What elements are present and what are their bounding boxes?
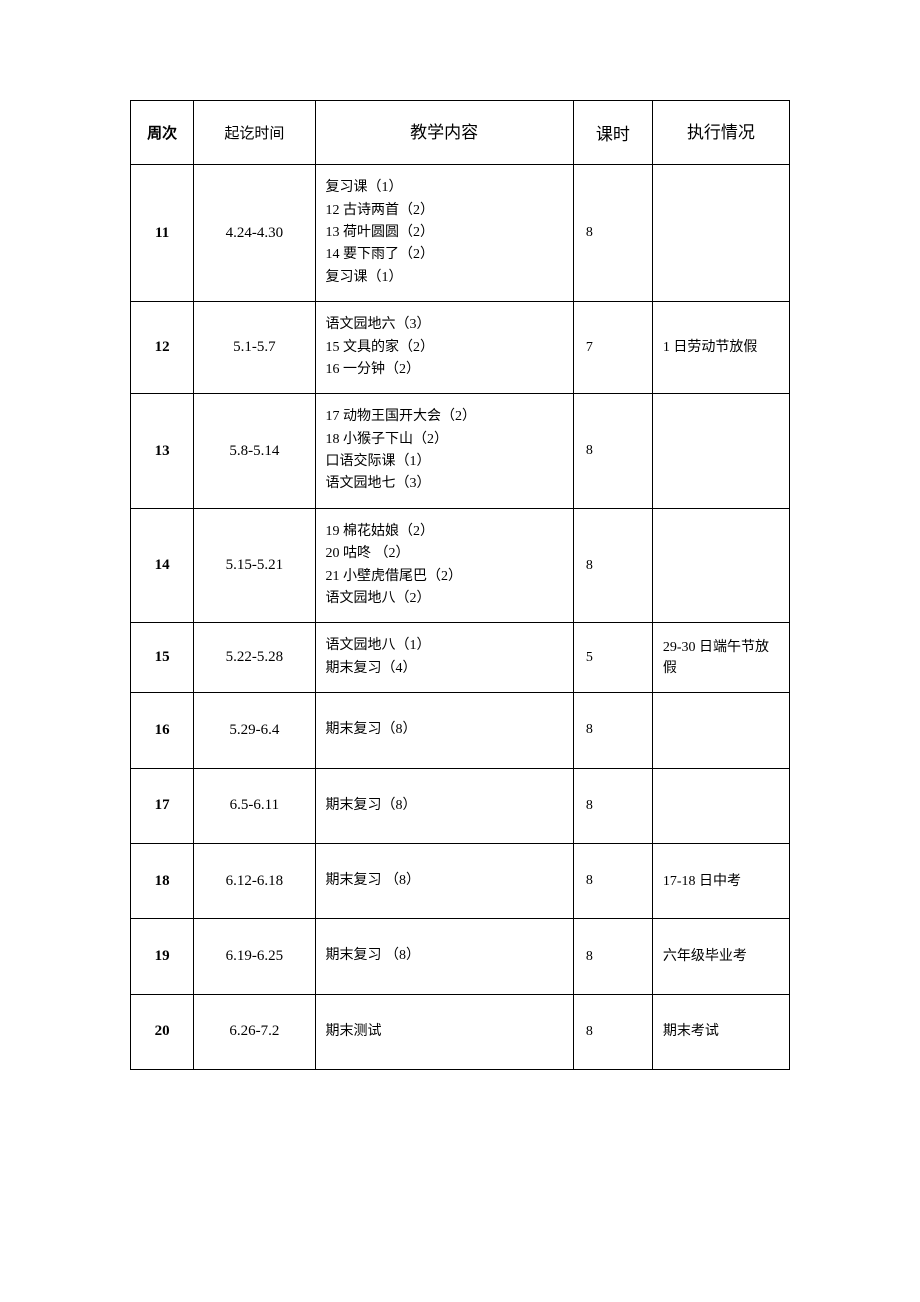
table-header: 周次 起讫时间 教学内容 课时 执行情况 bbox=[131, 101, 790, 165]
cell-week: 19 bbox=[131, 919, 194, 994]
schedule-table: 周次 起讫时间 教学内容 课时 执行情况 114.24-4.30复习课（1）12… bbox=[130, 100, 790, 1070]
cell-date: 5.1-5.7 bbox=[194, 302, 315, 394]
cell-content: 语文园地六（3）15 文具的家（2）16 一分钟（2） bbox=[315, 302, 573, 394]
cell-content: 期末复习（8） bbox=[315, 693, 573, 768]
cell-content: 期末测试 bbox=[315, 994, 573, 1069]
cell-notes bbox=[652, 394, 789, 509]
cell-hours: 8 bbox=[573, 768, 652, 843]
header-hours: 课时 bbox=[573, 101, 652, 165]
cell-hours: 7 bbox=[573, 302, 652, 394]
cell-date: 4.24-4.30 bbox=[194, 165, 315, 302]
cell-week: 18 bbox=[131, 844, 194, 919]
table-row: 186.12-6.18期末复习 （8）817-18 日中考 bbox=[131, 844, 790, 919]
cell-notes bbox=[652, 693, 789, 768]
table-row: 196.19-6.25期末复习 （8）8六年级毕业考 bbox=[131, 919, 790, 994]
header-row: 周次 起讫时间 教学内容 课时 执行情况 bbox=[131, 101, 790, 165]
cell-hours: 8 bbox=[573, 394, 652, 509]
cell-week: 20 bbox=[131, 994, 194, 1069]
cell-content: 期末复习 （8） bbox=[315, 919, 573, 994]
cell-hours: 5 bbox=[573, 623, 652, 693]
cell-hours: 8 bbox=[573, 994, 652, 1069]
cell-notes: 29-30 日端午节放假 bbox=[652, 623, 789, 693]
cell-date: 6.5-6.11 bbox=[194, 768, 315, 843]
cell-notes: 1 日劳动节放假 bbox=[652, 302, 789, 394]
header-content: 教学内容 bbox=[315, 101, 573, 165]
header-week: 周次 bbox=[131, 101, 194, 165]
cell-content: 期末复习 （8） bbox=[315, 844, 573, 919]
table-row: 155.22-5.28语文园地八（1）期末复习（4）529-30 日端午节放假 bbox=[131, 623, 790, 693]
cell-content: 期末复习（8） bbox=[315, 768, 573, 843]
cell-date: 6.19-6.25 bbox=[194, 919, 315, 994]
cell-date: 6.12-6.18 bbox=[194, 844, 315, 919]
header-notes: 执行情况 bbox=[652, 101, 789, 165]
table-row: 125.1-5.7语文园地六（3）15 文具的家（2）16 一分钟（2）71 日… bbox=[131, 302, 790, 394]
table-row: 114.24-4.30复习课（1）12 古诗两首（2）13 荷叶圆圆（2）14 … bbox=[131, 165, 790, 302]
table-row: 165.29-6.4期末复习（8）8 bbox=[131, 693, 790, 768]
cell-week: 14 bbox=[131, 508, 194, 623]
cell-hours: 8 bbox=[573, 508, 652, 623]
cell-week: 17 bbox=[131, 768, 194, 843]
table-row: 135.8-5.1417 动物王国开大会（2）18 小猴子下山（2）口语交际课（… bbox=[131, 394, 790, 509]
cell-date: 6.26-7.2 bbox=[194, 994, 315, 1069]
cell-notes bbox=[652, 508, 789, 623]
cell-hours: 8 bbox=[573, 844, 652, 919]
cell-week: 11 bbox=[131, 165, 194, 302]
cell-content: 复习课（1）12 古诗两首（2）13 荷叶圆圆（2）14 要下雨了（2）复习课（… bbox=[315, 165, 573, 302]
cell-week: 12 bbox=[131, 302, 194, 394]
cell-notes: 六年级毕业考 bbox=[652, 919, 789, 994]
header-date: 起讫时间 bbox=[194, 101, 315, 165]
cell-hours: 8 bbox=[573, 693, 652, 768]
table-row: 206.26-7.2期末测试8期末考试 bbox=[131, 994, 790, 1069]
cell-content: 19 棉花姑娘（2）20 咕咚 （2）21 小壁虎借尾巴（2）语文园地八（2） bbox=[315, 508, 573, 623]
cell-week: 15 bbox=[131, 623, 194, 693]
cell-notes: 17-18 日中考 bbox=[652, 844, 789, 919]
table-row: 176.5-6.11期末复习（8）8 bbox=[131, 768, 790, 843]
cell-notes bbox=[652, 768, 789, 843]
cell-hours: 8 bbox=[573, 165, 652, 302]
cell-notes: 期末考试 bbox=[652, 994, 789, 1069]
cell-content: 语文园地八（1）期末复习（4） bbox=[315, 623, 573, 693]
cell-week: 16 bbox=[131, 693, 194, 768]
cell-date: 5.8-5.14 bbox=[194, 394, 315, 509]
cell-hours: 8 bbox=[573, 919, 652, 994]
cell-date: 5.22-5.28 bbox=[194, 623, 315, 693]
cell-notes bbox=[652, 165, 789, 302]
table-row: 145.15-5.2119 棉花姑娘（2）20 咕咚 （2）21 小壁虎借尾巴（… bbox=[131, 508, 790, 623]
table-body: 114.24-4.30复习课（1）12 古诗两首（2）13 荷叶圆圆（2）14 … bbox=[131, 165, 790, 1070]
cell-date: 5.29-6.4 bbox=[194, 693, 315, 768]
cell-date: 5.15-5.21 bbox=[194, 508, 315, 623]
cell-content: 17 动物王国开大会（2）18 小猴子下山（2）口语交际课（1）语文园地七（3） bbox=[315, 394, 573, 509]
cell-week: 13 bbox=[131, 394, 194, 509]
